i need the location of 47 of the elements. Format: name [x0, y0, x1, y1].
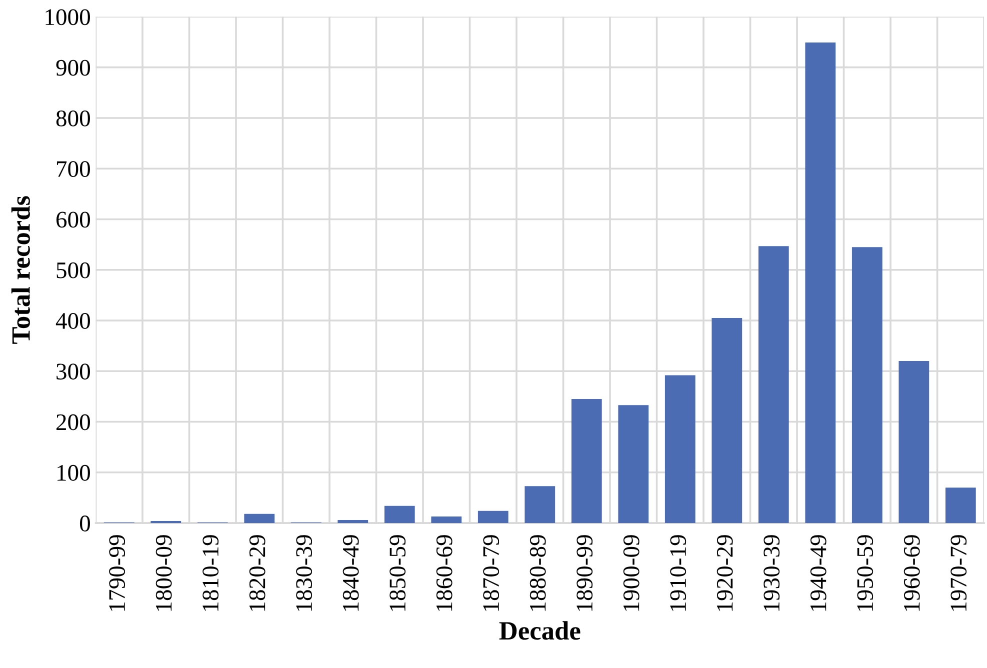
bar: [805, 42, 836, 524]
x-tick-label: 1860-69: [436, 535, 452, 611]
x-tick-label: 1940-49: [810, 535, 826, 611]
x-axis-title: Decade: [499, 621, 580, 640]
x-tick-label: 1830-39: [296, 535, 312, 611]
x-tick-label: 1870-79: [483, 535, 500, 611]
y-tick-label: 100: [58, 464, 90, 481]
bar: [664, 375, 696, 524]
x-tick-label: 1970-79: [950, 535, 967, 611]
x-tick-label: 1850-59: [390, 535, 406, 611]
y-tick-label: 500: [56, 262, 90, 278]
bar: [478, 510, 508, 524]
bar: [898, 361, 930, 524]
y-tick-label: 400: [56, 312, 90, 329]
y-tick-label: 0: [80, 516, 90, 532]
y-tick-label: 700: [57, 161, 90, 178]
x-tick-label: 1910-19: [670, 535, 686, 611]
x-tick-label: 1960-69: [904, 535, 920, 611]
y-tick-label: 600: [56, 212, 90, 228]
bar: [618, 405, 649, 524]
y-tick-label: 900: [56, 60, 90, 76]
x-tick-label: 1880-89: [530, 535, 546, 611]
x-tick-label: 1900-09: [623, 535, 640, 611]
x-tick-label: 1920-29: [716, 535, 733, 611]
x-tick-label: 1820-29: [249, 535, 266, 611]
bar: [431, 516, 462, 524]
y-axis-title: Total records: [11, 196, 30, 344]
bar: [244, 514, 275, 524]
bar: [384, 506, 415, 524]
bar: [758, 246, 789, 524]
y-tick-label: 800: [56, 110, 90, 126]
bar: [338, 520, 368, 524]
x-tick-label: 1790-99: [109, 535, 126, 611]
y-tick-label: 200: [56, 414, 90, 430]
x-tick-label: 1890-99: [576, 535, 593, 611]
y-tick-label: 1000: [46, 9, 90, 26]
bar: [571, 398, 602, 524]
x-tick-label: 1800-09: [156, 535, 172, 611]
bar: [945, 488, 976, 524]
x-tick-label: 1810-19: [202, 535, 219, 611]
bar: [852, 247, 882, 524]
x-tick-label: 1840-49: [342, 535, 359, 611]
bar: [524, 486, 556, 524]
y-tick-label: 300: [56, 364, 90, 380]
x-tick-label: 1930-39: [764, 535, 780, 611]
x-tick-label: 1950-59: [857, 535, 874, 611]
bar: [712, 318, 742, 524]
